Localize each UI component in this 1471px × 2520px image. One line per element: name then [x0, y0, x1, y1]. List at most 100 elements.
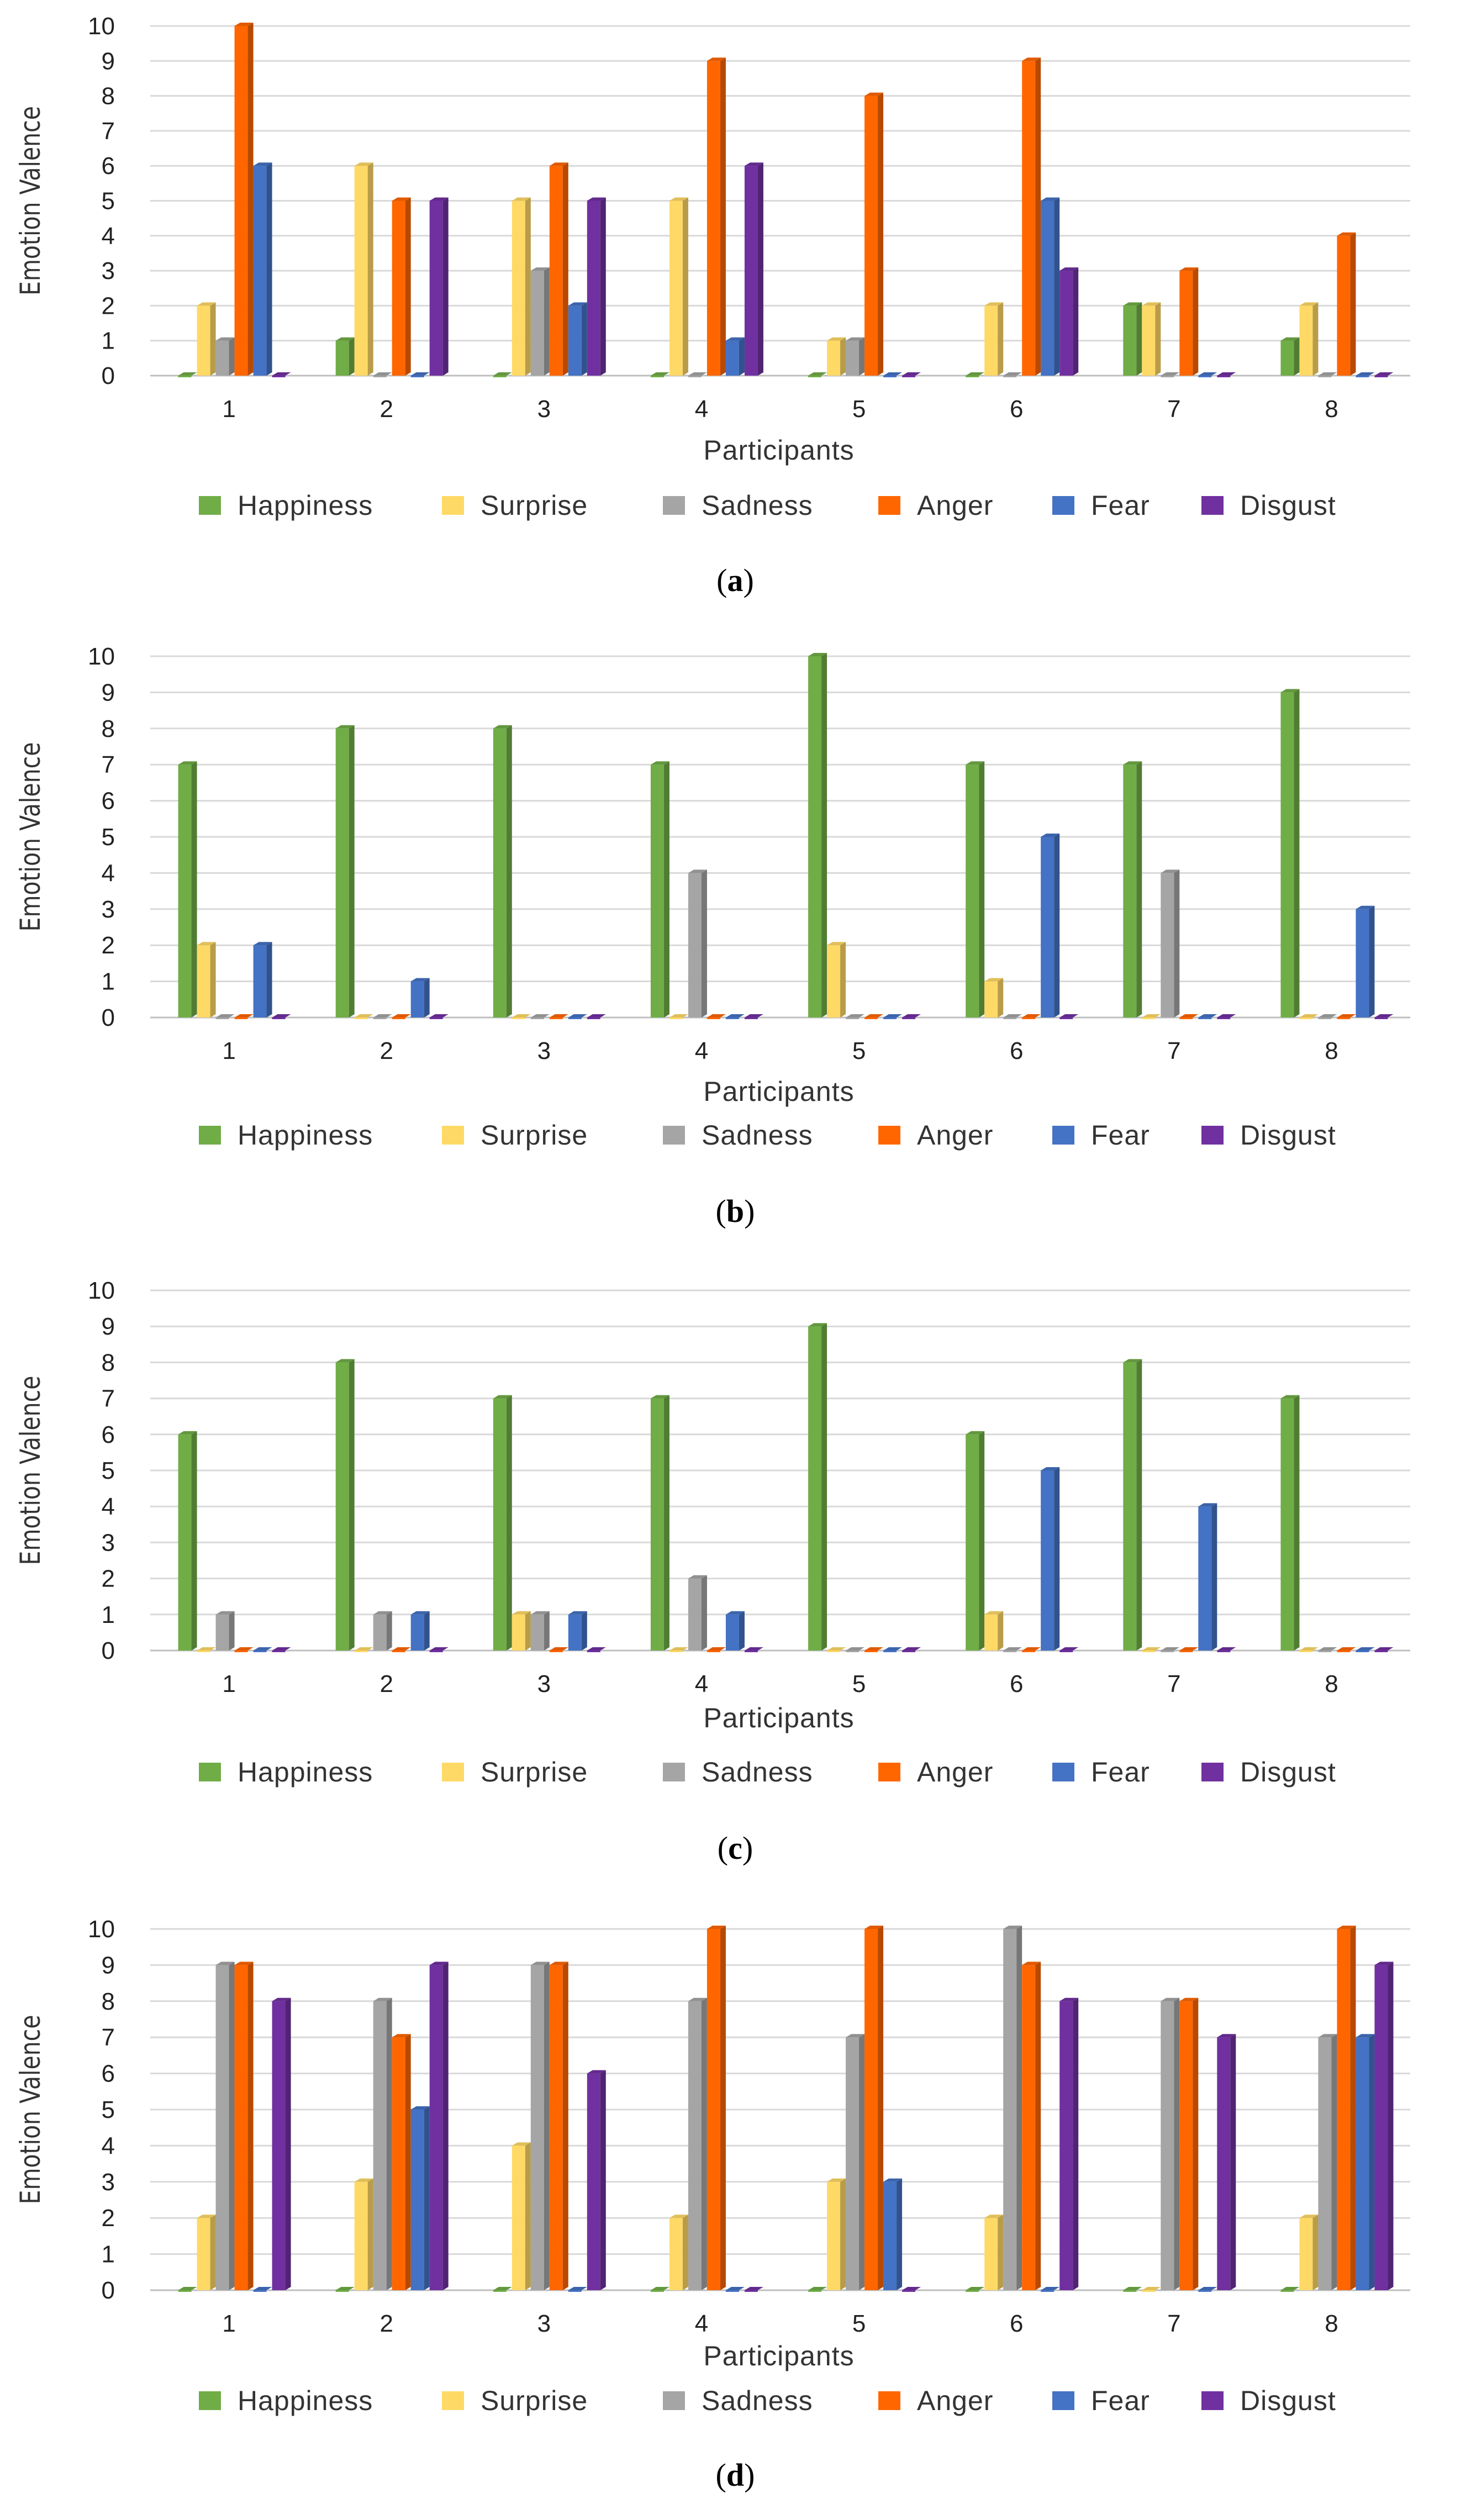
caption-open-paren: (	[716, 1193, 726, 1229]
bar-disgust-p4	[744, 1014, 763, 1019]
caption-letter: a	[727, 562, 744, 598]
bar-top	[1280, 1395, 1300, 1399]
bar-side	[701, 1997, 707, 2290]
bar-front	[1059, 1018, 1073, 1019]
bar-happiness-p3	[493, 1395, 512, 1651]
bar-side	[544, 1611, 550, 1651]
bar-side	[367, 162, 373, 376]
legend-label: Surprise	[481, 1120, 588, 1151]
bar-sadness-p8	[1318, 2034, 1337, 2290]
bar-front	[178, 376, 192, 377]
bar-sadness-p8	[1318, 1647, 1337, 1652]
bar-happiness-p2	[335, 725, 355, 1018]
bar-top	[568, 1014, 587, 1018]
bar-top	[1179, 1997, 1199, 2001]
bar-fear-p6	[1041, 834, 1060, 1018]
bar-top	[392, 197, 411, 201]
bar-top	[984, 302, 1004, 306]
bar-happiness-p2	[335, 2287, 355, 2292]
y-tick-label: 0	[102, 2277, 115, 2304]
bar-fear-p5	[883, 2178, 903, 2290]
legend-label: Happiness	[238, 1757, 373, 1788]
bar-top	[864, 1926, 884, 1929]
bar-happiness-p3	[493, 725, 512, 1018]
bar-top	[984, 978, 1004, 982]
bar-front	[493, 2290, 507, 2292]
y-tick-label: 5	[102, 824, 115, 851]
y-tick-label: 0	[102, 362, 115, 389]
bar-front	[512, 1018, 525, 1019]
legend-swatch	[663, 1126, 685, 1145]
bar-front	[1318, 1651, 1332, 1652]
bar-side	[682, 2215, 688, 2290]
bar-top	[253, 942, 272, 946]
legend-item-anger: Anger	[878, 1120, 993, 1151]
bar-top	[846, 1647, 865, 1651]
bar-front	[215, 1965, 229, 2290]
bar-top	[1356, 372, 1375, 376]
bar-surprise-p3	[512, 1014, 531, 1019]
bar-top	[706, 57, 726, 61]
bar-top	[1041, 834, 1060, 837]
bar-front	[902, 2290, 916, 2292]
bar-front	[178, 1434, 192, 1651]
bar-front	[966, 1434, 979, 1651]
bar-sadness-p5	[846, 2034, 865, 2290]
bar-disgust-p4	[744, 2287, 763, 2292]
bar-side	[1054, 197, 1060, 376]
bar-top	[1356, 2034, 1375, 2038]
bar-front	[373, 1018, 387, 1019]
bar-front	[549, 1965, 563, 2290]
legend-item-happiness: Happiness	[199, 2385, 372, 2416]
bar-top	[1198, 2287, 1217, 2290]
legend-item-sadness: Sadness	[663, 1757, 813, 1788]
legend-item-fear: Fear	[1052, 2385, 1150, 2416]
y-tick-label: 7	[102, 2024, 115, 2051]
y-tick-label: 7	[102, 118, 115, 145]
bar-anger-p2	[392, 197, 411, 376]
legend-swatch	[663, 496, 685, 515]
bar-front	[493, 1398, 507, 1651]
bar-side	[506, 1395, 512, 1651]
legend-label: Disgust	[1240, 1120, 1336, 1151]
bar-side	[897, 2178, 903, 2290]
bar-surprise-p8	[1299, 2215, 1319, 2290]
x-tick-label: 3	[537, 396, 551, 423]
bar-side	[525, 197, 531, 376]
bar-side	[600, 197, 606, 376]
y-tick-label: 9	[102, 679, 115, 706]
legend: Happiness Surprise Sadness Anger Fear Disgust	[199, 2385, 1336, 2416]
bar-front	[1041, 1470, 1055, 1651]
y-tick-label: 10	[88, 13, 115, 40]
bar-fear-p3	[568, 302, 587, 376]
bar-side	[386, 1611, 392, 1651]
bar-happiness-p1	[178, 2287, 197, 2292]
bar-side	[247, 1962, 254, 2290]
bar-sadness-p6	[1003, 1647, 1022, 1652]
bar-side	[210, 2215, 216, 2290]
bar-fear-p4	[725, 2287, 745, 2292]
legend-label: Happiness	[238, 1120, 373, 1151]
bar-top	[493, 725, 512, 729]
caption-letter: d	[726, 2457, 744, 2493]
bar-front	[1356, 1651, 1369, 1652]
bar-front	[587, 2073, 600, 2290]
bar-front	[864, 1018, 878, 1019]
bar-top	[549, 162, 568, 166]
bar-surprise-p6	[984, 302, 1004, 376]
bar-top	[744, 1014, 763, 1018]
x-tick-label: 1	[222, 2310, 235, 2337]
bar-front	[725, 340, 739, 376]
bar-disgust-p8	[1374, 1014, 1394, 1019]
bar-top	[178, 1431, 197, 1435]
bar-anger-p3	[549, 162, 568, 376]
bar-front	[846, 1651, 860, 1652]
bar-top	[530, 1962, 550, 1965]
y-tick-label: 2	[102, 1565, 115, 1593]
bar-front	[744, 2290, 758, 2292]
bar-top	[234, 1647, 254, 1651]
bar-disgust-p2	[429, 1014, 449, 1019]
bar-top	[902, 372, 921, 376]
x-tick-label: 5	[852, 1670, 866, 1697]
bar-side	[1155, 302, 1161, 376]
